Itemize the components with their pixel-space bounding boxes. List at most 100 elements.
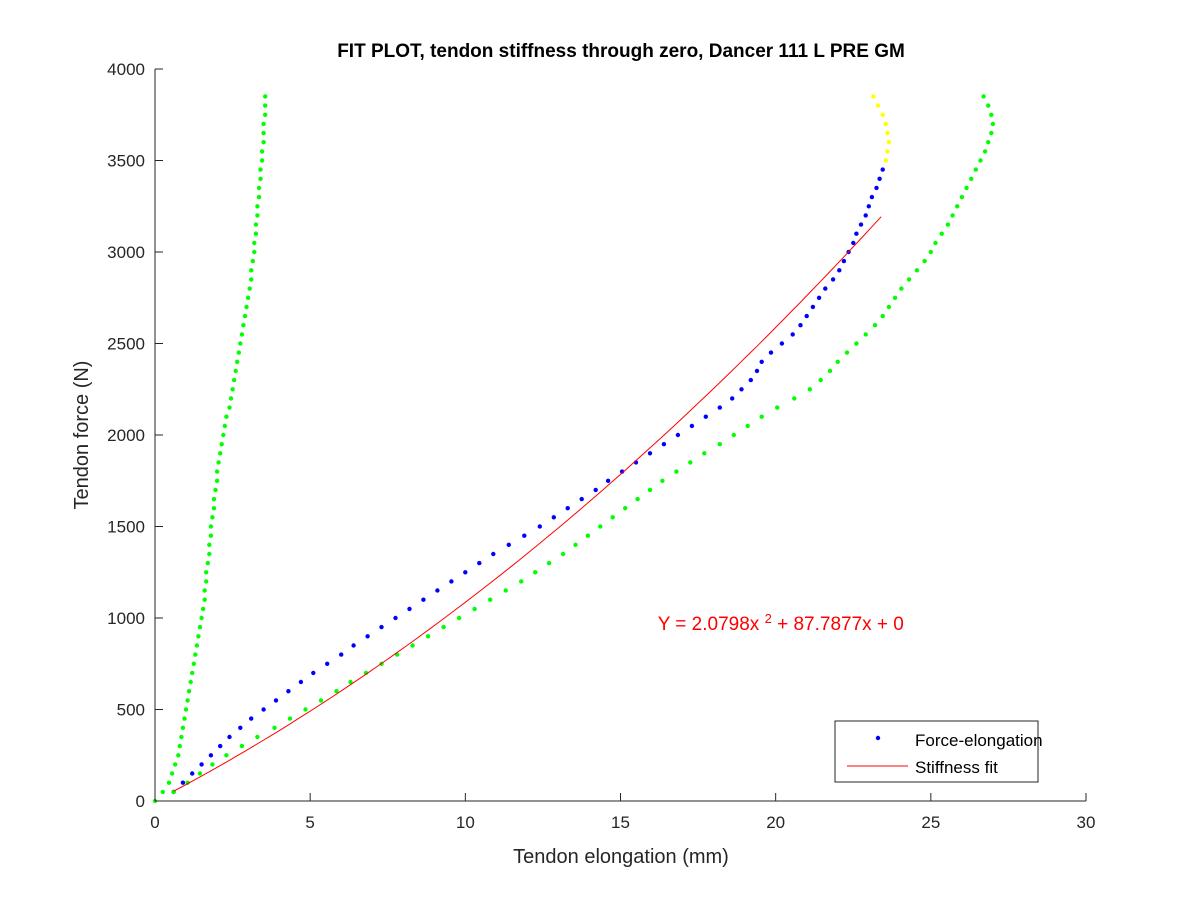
data-point	[410, 643, 415, 648]
data-point	[221, 432, 226, 438]
data-point	[981, 94, 986, 99]
data-point	[238, 341, 243, 346]
x-tick-label: 20	[766, 813, 785, 832]
data-point	[717, 405, 722, 410]
data-point	[823, 286, 828, 291]
data-point	[463, 570, 468, 575]
data-point	[745, 423, 750, 429]
data-point	[180, 725, 186, 730]
data-point	[193, 652, 198, 657]
data-point	[255, 213, 260, 218]
data-point	[851, 240, 856, 246]
data-point	[348, 679, 353, 685]
data-point	[441, 624, 446, 630]
data-point	[186, 689, 192, 694]
data-point	[863, 213, 868, 218]
data-point	[200, 606, 206, 612]
legend-box	[834, 720, 1039, 783]
data-point	[830, 277, 836, 282]
data-point	[379, 624, 384, 630]
data-point	[503, 588, 508, 593]
data-point	[858, 222, 864, 227]
data-point	[252, 249, 257, 255]
data-point	[522, 533, 527, 538]
y-tick-label: 2000	[107, 426, 145, 445]
data-point	[160, 789, 165, 795]
data-point	[272, 725, 277, 730]
data-point	[593, 487, 598, 493]
data-point	[955, 204, 960, 209]
data-point	[256, 194, 262, 200]
data-point	[674, 469, 679, 474]
data-point	[202, 588, 207, 593]
data-point	[982, 149, 988, 154]
data-point	[579, 496, 584, 502]
data-point	[325, 661, 330, 666]
data-point	[945, 222, 951, 227]
data-point	[263, 112, 268, 118]
data-point	[208, 524, 214, 529]
data-point	[249, 268, 254, 273]
data-point	[703, 414, 708, 419]
data-point	[874, 185, 879, 191]
data-point	[244, 304, 249, 310]
data-point	[176, 753, 181, 758]
series-2	[152, 94, 268, 804]
y-tick-label: 4000	[107, 60, 145, 79]
y-tick-label: 0	[136, 792, 145, 811]
data-point	[166, 780, 172, 785]
data-point	[211, 506, 217, 511]
data-point	[477, 560, 482, 566]
data-point	[456, 615, 462, 621]
x-tick-label: 10	[456, 813, 475, 832]
data-point	[661, 442, 667, 447]
data-point	[180, 780, 186, 785]
data-point	[273, 698, 279, 703]
data-point	[239, 743, 245, 749]
data-point	[208, 533, 214, 538]
data-point	[365, 634, 370, 639]
data-point	[854, 231, 859, 236]
legend-force-elongation-marker	[875, 735, 881, 741]
data-point	[190, 670, 195, 676]
series-3	[171, 94, 996, 795]
data-point	[688, 460, 693, 465]
data-point	[236, 350, 241, 355]
data-point	[311, 670, 316, 676]
data-point	[182, 716, 187, 721]
data-point	[491, 551, 496, 557]
data-point	[261, 121, 266, 127]
axes: 0 5 10 15 20 25 30 0 500 1000 1500 2000 2500 3000 3500…	[107, 60, 1095, 832]
data-point	[207, 542, 212, 547]
data-point	[218, 451, 223, 456]
legend: Force-elongation Stiffness fit	[834, 720, 1043, 783]
data-point	[339, 652, 344, 657]
data-point	[169, 771, 175, 776]
data-point	[263, 103, 268, 108]
data-point	[675, 432, 681, 438]
data-point	[472, 606, 477, 612]
data-point	[844, 350, 850, 355]
stiffness-fit-line	[173, 216, 882, 792]
data-point	[933, 240, 938, 246]
data-point	[775, 405, 780, 410]
data-point	[702, 451, 707, 456]
data-point	[827, 368, 833, 374]
legend-stiffness-fit-label: Stiffness fit	[915, 758, 998, 777]
data-point	[533, 570, 538, 575]
y-tick-label: 2500	[107, 335, 145, 354]
data-point	[779, 341, 785, 346]
data-point	[393, 615, 398, 621]
data-point	[287, 716, 293, 721]
data-point	[425, 634, 431, 639]
data-point	[854, 341, 859, 346]
data-point	[835, 359, 840, 364]
data-point	[488, 597, 493, 602]
data-point	[197, 624, 203, 630]
data-point	[194, 643, 200, 648]
data-point	[986, 103, 991, 108]
data-point	[199, 615, 204, 621]
data-point	[551, 515, 556, 520]
data-point	[228, 396, 234, 401]
data-point	[407, 606, 412, 612]
